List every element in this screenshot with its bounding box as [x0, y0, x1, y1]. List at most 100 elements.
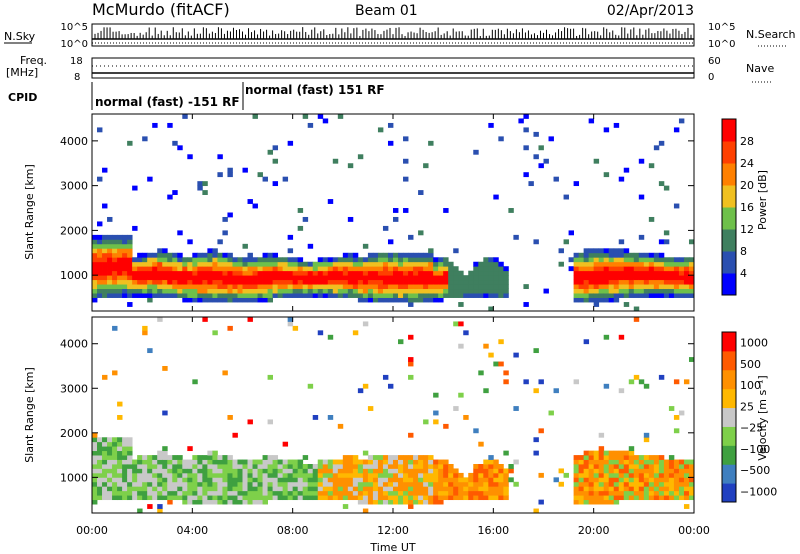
power-cell [658, 140, 665, 146]
power-cell [463, 279, 469, 285]
velocity-cell [362, 477, 369, 483]
velocity-cell [403, 477, 409, 483]
velocity-cell [623, 481, 630, 487]
velocity-cell [102, 486, 108, 492]
power-cell [398, 297, 404, 303]
power-cell [443, 257, 449, 263]
velocity-cell [197, 472, 203, 478]
velocity-cell [307, 486, 314, 492]
velocity-cell [297, 490, 304, 496]
velocity-cell [112, 370, 118, 376]
power-cell [357, 284, 364, 290]
velocity-cell [142, 472, 148, 478]
power-cell [367, 297, 374, 303]
velocity-cell [122, 490, 128, 496]
power-cell [438, 257, 444, 263]
velocity-cell [372, 472, 379, 478]
velocity-cell [262, 495, 268, 501]
power-cell [287, 270, 294, 276]
power-cell [277, 284, 284, 290]
power-cell [182, 275, 188, 281]
power-cell [352, 275, 359, 281]
power-cell [217, 288, 223, 294]
power-cell [242, 275, 248, 281]
power-cell [408, 288, 414, 294]
velocity-cell [137, 459, 143, 465]
power-cell [443, 293, 449, 298]
power-cell [593, 297, 600, 303]
power-cell [187, 275, 193, 281]
velocity-cell [643, 486, 650, 492]
power-cell [232, 288, 238, 294]
velocity-cell [438, 464, 444, 469]
power-cell [357, 275, 364, 281]
power-cell [367, 275, 374, 281]
power-cell [287, 279, 294, 285]
velocity-cell [347, 459, 354, 465]
power-cell [458, 302, 464, 307]
velocity-cell [332, 459, 339, 465]
power-cell [287, 275, 294, 281]
power-cell [423, 275, 429, 281]
velocity-cell [613, 455, 620, 460]
colorbar-segment [722, 332, 736, 352]
power-cell [483, 270, 489, 276]
velocity-cell [408, 472, 414, 478]
power-cell [398, 252, 404, 258]
power-cell [433, 279, 439, 285]
velocity-cell [107, 437, 113, 443]
velocity-cell [573, 472, 580, 478]
power-cell [257, 257, 263, 263]
power-cell [337, 114, 344, 119]
power-cell [683, 288, 690, 294]
power-cell [423, 252, 429, 258]
velocity-cell [668, 495, 675, 501]
velocity-cell [97, 472, 103, 478]
power-cell [663, 293, 670, 298]
velocity-cell [673, 486, 680, 492]
power-cell [297, 279, 304, 285]
velocity-cell [247, 317, 253, 322]
velocity-cell [658, 495, 665, 501]
power-cell [342, 261, 349, 267]
power-cell [453, 293, 459, 298]
power-cell [247, 270, 253, 276]
velocity-cell [473, 464, 479, 469]
velocity-cell [92, 490, 98, 496]
power-cell [142, 266, 148, 272]
velocity-cell [408, 481, 414, 487]
power-cell [608, 257, 615, 263]
velocity-cell [483, 481, 489, 487]
power-cell [302, 279, 309, 285]
power-cell [112, 288, 118, 294]
power-cell [177, 275, 183, 281]
velocity-cell [573, 455, 580, 460]
velocity-cell [312, 495, 319, 501]
power-cell [162, 279, 168, 285]
velocity-cell [132, 477, 138, 483]
power-cell [473, 270, 479, 276]
power-cell [147, 288, 153, 294]
x-tick-label: 00:00 [76, 524, 108, 537]
velocity-cell [408, 477, 414, 483]
velocity-cell [127, 468, 133, 474]
velocity-cell [608, 472, 615, 478]
power-cell [252, 114, 258, 119]
velocity-cell [468, 495, 474, 501]
power-cell [257, 279, 263, 285]
power-cell [277, 257, 284, 263]
velocity-cell [157, 486, 163, 492]
velocity-cell [603, 490, 610, 496]
power-cell [222, 293, 228, 298]
velocity-cell [192, 468, 198, 474]
power-cell [207, 261, 213, 267]
power-cell [307, 243, 314, 249]
velocity-cell [207, 472, 213, 478]
power-cell [498, 261, 504, 267]
power-cell [653, 145, 660, 151]
power-cell [613, 293, 620, 298]
velocity-cell [603, 472, 610, 478]
velocity-cell [393, 495, 399, 501]
velocity-cell [222, 490, 228, 496]
